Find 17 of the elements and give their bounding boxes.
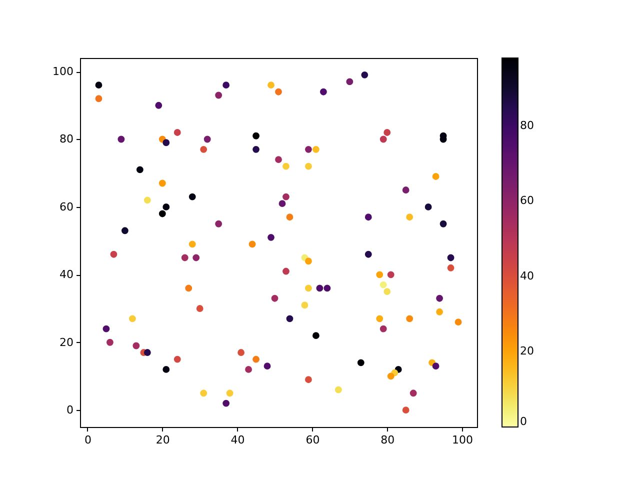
color-bar-label: 80 bbox=[520, 118, 534, 132]
x-tick-label: 40 bbox=[230, 434, 245, 446]
x-tick-label: 60 bbox=[306, 434, 320, 446]
y-tick-label: 60 bbox=[60, 200, 74, 214]
x-tick-label: 100 bbox=[452, 434, 474, 446]
color-bar-label: 20 bbox=[520, 344, 534, 358]
y-tick-label: 0 bbox=[66, 404, 74, 417]
color-bar-label: 0 bbox=[520, 415, 527, 428]
y-tick-label: 100 bbox=[52, 65, 74, 78]
color-bar-label: 40 bbox=[520, 269, 534, 282]
x-tick-label: 0 bbox=[84, 434, 92, 446]
color-bar-label: 60 bbox=[520, 194, 534, 208]
y-tick-label: 40 bbox=[60, 268, 74, 282]
y-tick-label: 20 bbox=[60, 336, 74, 349]
x-tick-label: 20 bbox=[156, 434, 170, 446]
y-tick-label: 80 bbox=[60, 132, 74, 146]
x-tick-label: 80 bbox=[380, 434, 395, 446]
